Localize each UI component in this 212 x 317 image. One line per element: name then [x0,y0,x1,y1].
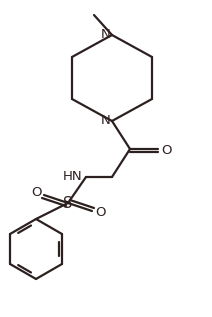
Text: O: O [95,206,105,219]
Text: O: O [161,144,171,157]
Text: N: N [100,114,110,127]
Text: N: N [100,29,110,42]
Text: S: S [63,196,73,210]
Text: HN: HN [62,170,82,183]
Text: O: O [31,186,41,199]
